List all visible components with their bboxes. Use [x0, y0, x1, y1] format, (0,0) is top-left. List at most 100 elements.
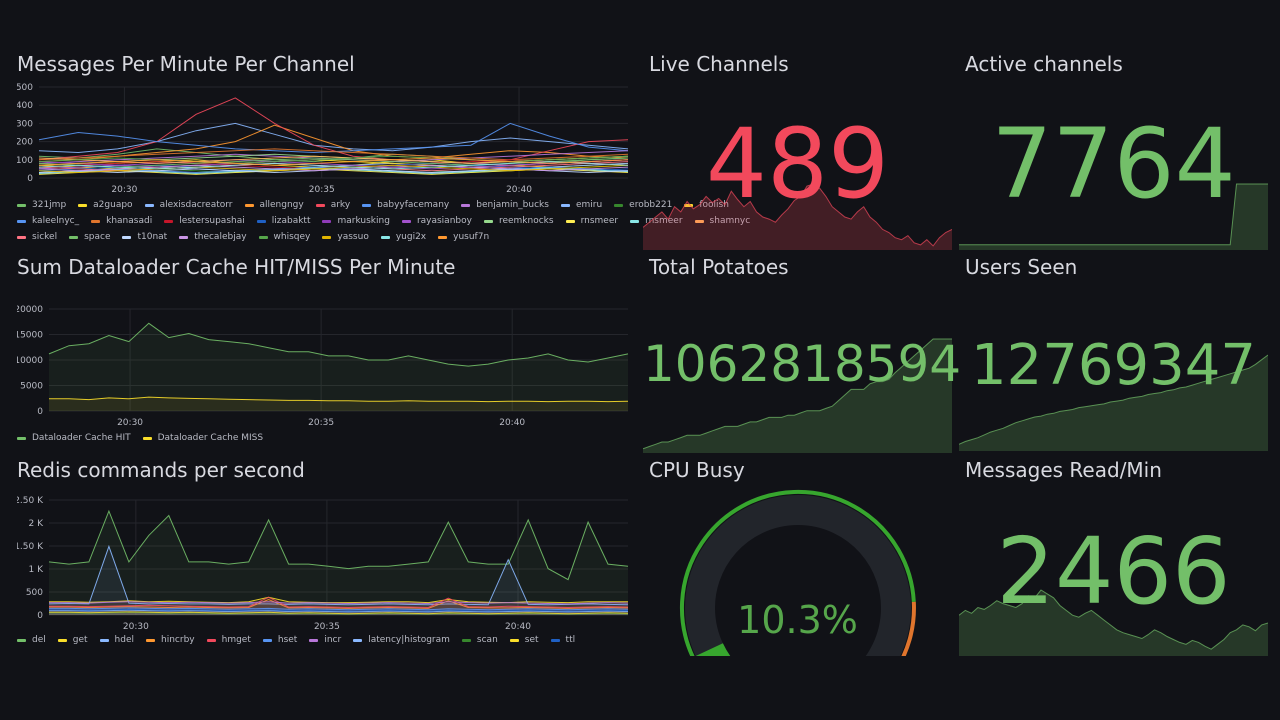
y-tick-label: 10000 — [17, 356, 43, 366]
x-tick-label: 20:35 — [309, 185, 335, 195]
messages-chart[interactable]: 500 400 300 200 100 0 20:30 20:35 20:40 — [17, 82, 630, 222]
y-tick-label: 500 — [17, 83, 33, 93]
legend-item[interactable]: thecalebjay — [179, 232, 247, 242]
redis-chart[interactable]: 2.50 K 2 K 1.50 K 1 K 500 0 20:30 20:35 20:40 — [17, 488, 630, 638]
x-tick-label: 20:35 — [314, 622, 340, 632]
legend-swatch — [78, 203, 88, 207]
y-tick-label: 0 — [37, 407, 43, 417]
legend-item[interactable]: sickel — [17, 232, 57, 242]
series-line — [49, 596, 628, 604]
y-tick-label: 200 — [17, 138, 33, 148]
legend-item[interactable]: allengngy — [244, 200, 304, 210]
legend-item[interactable]: t10nat — [122, 232, 167, 242]
legend-item[interactable]: latency|histogram — [353, 635, 450, 645]
legend-item[interactable]: incr — [309, 635, 341, 645]
legend-swatch — [362, 203, 372, 207]
legend-item[interactable]: yugi2x — [380, 232, 426, 242]
panel-title: Messages Per Minute Per Channel — [17, 52, 355, 76]
dataloader-chart[interactable]: 20000 15000 10000 5000 0 20:30 20:35 20:40 — [17, 285, 630, 435]
legend-swatch — [309, 638, 319, 642]
users-seen-value: 12769347 — [970, 333, 1257, 398]
series-line — [38, 97, 629, 164]
legend-item[interactable]: yassuo — [322, 232, 369, 242]
legend-item[interactable]: reemknocks — [483, 216, 554, 226]
series-area — [49, 609, 628, 615]
legend-item[interactable]: lizabaktt — [256, 216, 311, 226]
legend-label: rnsmeer — [580, 216, 619, 226]
sparkline-line — [959, 354, 1268, 445]
legend-item[interactable]: lestersupashai — [164, 216, 245, 226]
legend-item[interactable]: babyyfacemany — [362, 200, 449, 210]
legend-item[interactable]: arky — [315, 200, 350, 210]
legend-item[interactable]: hset — [262, 635, 297, 645]
y-tick-label: 1.50 K — [17, 542, 44, 552]
x-tick-label: 20:30 — [123, 622, 149, 632]
legend-swatch — [69, 235, 79, 239]
legend-item[interactable]: benjamin_bucks — [461, 200, 549, 210]
legend-item[interactable]: kaleelnyc_ — [17, 216, 79, 226]
legend-item[interactable]: emiru — [560, 200, 602, 210]
y-tick-label: 300 — [17, 119, 33, 129]
legend-item[interactable]: shamnyc — [694, 216, 750, 226]
legend-item[interactable]: set — [509, 635, 539, 645]
legend-item[interactable]: hincrby — [146, 635, 195, 645]
legend-swatch — [57, 638, 67, 642]
legend-item[interactable]: del — [17, 635, 46, 645]
panel-title: Total Potatoes — [649, 255, 789, 279]
legend-item[interactable]: hdel — [99, 635, 134, 645]
legend-item[interactable]: 321jmp — [17, 200, 66, 210]
legend-item[interactable]: khanasadi — [91, 216, 152, 226]
legend-item[interactable]: erobb221 — [614, 200, 672, 210]
series-line — [49, 609, 629, 613]
legend-item[interactable]: Dataloader Cache MISS — [142, 433, 263, 443]
legend-item[interactable]: rnsmeer — [630, 216, 683, 226]
legend-swatch — [550, 638, 560, 642]
legend-item[interactable]: space — [69, 232, 110, 242]
legend-label: hmget — [221, 635, 251, 645]
legend-item[interactable]: yusuf7n — [438, 232, 489, 242]
legend-item[interactable]: get — [57, 635, 88, 645]
legend-item[interactable]: markusking — [322, 216, 390, 226]
legend-item[interactable]: rnsmeer — [565, 216, 619, 226]
legend-item[interactable]: foolish — [684, 200, 729, 210]
legend-item[interactable]: Dataloader Cache HIT — [17, 433, 131, 443]
y-tick-label: 5000 — [20, 382, 43, 392]
legend-label: whisqey — [273, 232, 311, 242]
gauge-threshold-green — [680, 489, 916, 656]
x-tick-label: 20:30 — [117, 418, 143, 428]
legend-swatch — [614, 203, 624, 207]
sparkline-area — [959, 184, 1268, 250]
legend-item[interactable]: a2guapo — [78, 200, 133, 210]
cpu-busy-value: 10.3% — [737, 598, 858, 642]
legend-label: 321jmp — [32, 200, 67, 210]
legend-item[interactable]: alexisdacreatorr — [144, 200, 233, 210]
gauge-threshold-orange — [901, 601, 916, 656]
legend-swatch — [322, 219, 332, 223]
total-potatoes-sparkline — [643, 338, 952, 453]
series-area — [49, 323, 628, 411]
sparkline-area — [643, 339, 952, 453]
sparkline-line — [643, 183, 952, 247]
legend-swatch — [244, 203, 254, 207]
legend-label: yassuo — [337, 232, 369, 242]
legend-swatch — [164, 219, 174, 223]
total-potatoes-panel: Total Potatoes 1062818594 — [643, 255, 961, 453]
x-tick-label: 20:30 — [111, 185, 137, 195]
redis-panel: Redis commands per second 2.50 K 2 K 1.50 … — [17, 458, 630, 653]
legend-item[interactable]: rayasianboy — [401, 216, 472, 226]
series-line — [38, 167, 629, 175]
series-line — [49, 596, 629, 609]
series-line — [38, 122, 629, 154]
sparkline-line — [959, 589, 1268, 650]
y-tick-label: 100 — [17, 156, 33, 166]
legend-label: lizabaktt — [271, 216, 311, 226]
gauge-value-arc — [695, 642, 731, 656]
legend-item[interactable]: whisqey — [258, 232, 311, 242]
legend-item[interactable]: hmget — [206, 635, 251, 645]
legend-item[interactable]: ttl — [550, 635, 575, 645]
users-seen-sparkline — [959, 354, 1268, 451]
legend-label: reemknocks — [498, 216, 554, 226]
series-line — [38, 157, 629, 166]
legend-item[interactable]: scan — [461, 635, 498, 645]
legend-label: thecalebjay — [194, 232, 247, 242]
